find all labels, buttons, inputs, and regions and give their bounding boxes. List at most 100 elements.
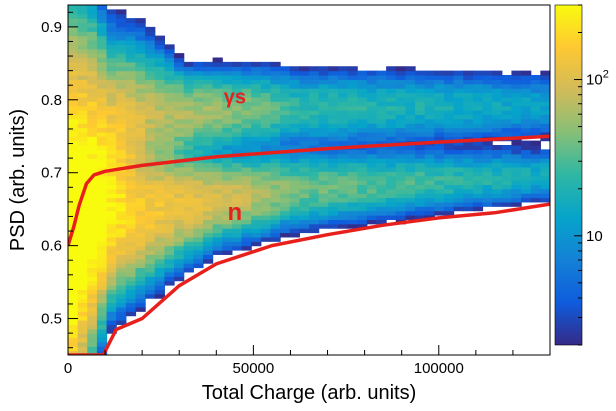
heatmap-cell — [116, 306, 127, 312]
heatmap-cell — [366, 114, 378, 120]
heatmap-cell — [289, 184, 300, 190]
heatmap-cell — [241, 193, 252, 199]
heatmap-cell — [299, 75, 310, 80]
heatmap-cell — [145, 26, 156, 32]
y-tick-label: 0.7 — [41, 165, 62, 182]
heatmap-cell — [164, 92, 175, 98]
heatmap-cell — [193, 193, 204, 199]
heatmap-cell — [106, 53, 117, 59]
heatmap-cell — [135, 263, 146, 269]
heatmap-cell — [154, 267, 165, 273]
heatmap-cell — [125, 79, 137, 85]
y-tick-label: 0.5 — [41, 311, 62, 328]
heatmap-cell — [299, 210, 310, 216]
heatmap-cell — [145, 276, 156, 282]
heatmap-cell — [376, 166, 387, 172]
heatmap-cell — [405, 145, 416, 150]
heatmap-cell — [453, 158, 464, 164]
heatmap-cell — [87, 215, 98, 220]
heatmap-cell — [511, 149, 522, 155]
heatmap-cell — [222, 145, 233, 150]
heatmap-cell — [511, 162, 522, 168]
heatmap-cell — [511, 131, 522, 137]
heatmap-cell — [96, 158, 108, 164]
heatmap-cell — [125, 136, 137, 142]
heatmap-cell — [347, 153, 358, 159]
heatmap-cell — [260, 140, 272, 146]
heatmap-cell — [202, 254, 214, 260]
heatmap-cell — [395, 79, 406, 85]
heatmap-cell — [183, 79, 194, 85]
heatmap-cell — [154, 184, 165, 190]
heatmap-cell — [415, 158, 426, 164]
heatmap-cell — [347, 88, 358, 94]
heatmap-cell — [154, 92, 165, 98]
heatmap-cell — [68, 346, 79, 352]
heatmap-cell — [270, 88, 281, 94]
heatmap-cell — [154, 83, 165, 89]
heatmap-cell — [77, 13, 88, 19]
heatmap-cell — [270, 206, 281, 212]
heatmap-cell — [116, 31, 127, 37]
heatmap-cell — [376, 145, 387, 150]
heatmap-cell — [347, 131, 358, 137]
heatmap-cell — [87, 92, 98, 98]
heatmap-cell — [145, 267, 156, 273]
heatmap-cell — [116, 75, 127, 80]
heatmap-cell — [405, 101, 416, 107]
heatmap-cell — [376, 197, 387, 203]
heatmap-cell — [405, 75, 416, 80]
heatmap-cell — [154, 241, 165, 247]
heatmap-cell — [87, 289, 98, 295]
heatmap-cell — [174, 66, 185, 72]
heatmap-cell — [511, 180, 522, 185]
heatmap-cell — [424, 193, 435, 199]
heatmap-cell — [96, 184, 108, 190]
heatmap-cell — [366, 175, 378, 181]
heatmap-cell — [125, 131, 137, 137]
heatmap-cell — [415, 92, 426, 98]
heatmap-cell — [116, 22, 127, 28]
heatmap-cell — [106, 96, 117, 102]
heatmap-cell — [154, 232, 165, 238]
heatmap-cell — [154, 48, 165, 54]
heatmap-cell — [77, 153, 88, 159]
heatmap-cell — [424, 101, 435, 107]
heatmap-cell — [135, 280, 146, 286]
heatmap-cell — [183, 75, 194, 80]
heatmap-cell — [395, 184, 406, 190]
heatmap-cell — [96, 215, 108, 220]
heatmap-cell — [395, 66, 406, 72]
heatmap-cell — [164, 48, 175, 54]
heatmap-cell — [434, 83, 445, 89]
heatmap-cell — [164, 232, 175, 238]
heatmap-cell — [135, 276, 146, 282]
heatmap-cell — [106, 158, 117, 164]
heatmap-cell — [77, 223, 88, 229]
heatmap-cell — [540, 184, 550, 190]
heatmap-cell — [77, 254, 88, 260]
heatmap-cell — [231, 88, 243, 94]
heatmap-cell — [299, 206, 310, 212]
heatmap-cell — [125, 201, 137, 207]
heatmap-cell — [270, 175, 281, 181]
heatmap-cell — [482, 110, 493, 115]
heatmap-cell — [386, 201, 397, 207]
heatmap-cell — [125, 263, 137, 269]
heatmap-cell — [328, 96, 339, 102]
heatmap-cell — [154, 88, 165, 94]
heatmap-cell — [145, 145, 156, 150]
heatmap-cell — [289, 219, 300, 225]
heatmap-cell — [415, 83, 426, 89]
heatmap-cell — [289, 228, 300, 234]
heatmap-cell — [96, 22, 108, 28]
heatmap-cell — [511, 145, 522, 150]
heatmap-cell — [357, 180, 368, 185]
heatmap-cell — [222, 75, 233, 80]
heatmap-cell — [241, 66, 252, 72]
heatmap-cell — [154, 114, 165, 120]
heatmap-cell — [395, 70, 406, 76]
heatmap-cell — [299, 197, 310, 203]
heatmap-cell — [270, 61, 281, 67]
heatmap-cell — [241, 197, 252, 203]
